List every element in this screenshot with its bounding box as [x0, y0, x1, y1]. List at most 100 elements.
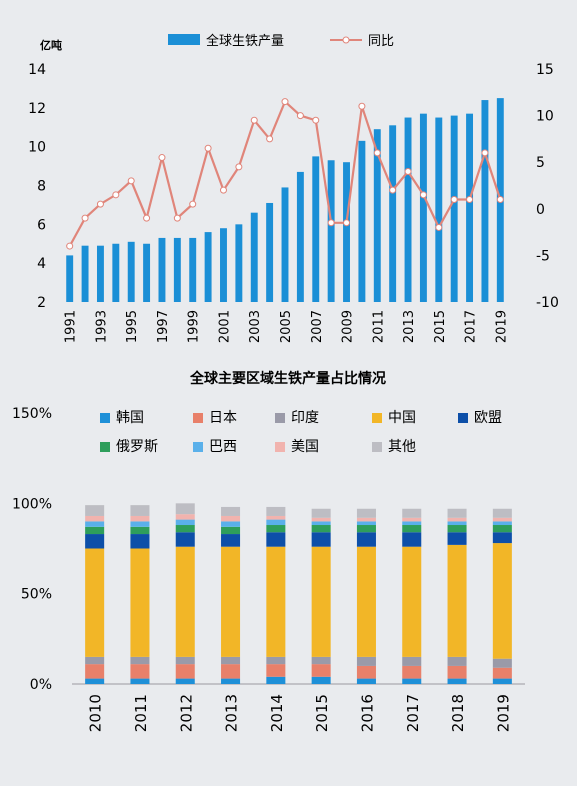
production-bar: [204, 232, 212, 302]
x-axis-tick: 1991: [64, 310, 79, 343]
stacked-segment: [85, 678, 105, 684]
production-bar: [327, 160, 335, 302]
legend-label: 中国: [388, 410, 416, 426]
right-axis-tick: 10: [536, 109, 554, 125]
left-axis-tick: 6: [37, 217, 46, 233]
stacked-segment: [492, 517, 512, 522]
stacked-segment: [311, 521, 331, 526]
stacked-segment: [356, 521, 376, 526]
stacked-segment: [221, 521, 241, 527]
stacked-segment: [402, 546, 422, 657]
stacked-segment: [221, 515, 241, 522]
x-axis-tick: 2015: [433, 310, 448, 343]
stacked-segment: [266, 656, 286, 665]
y-axis: 0% 50% 100% 150%: [12, 406, 52, 693]
stacked-segment: [85, 526, 105, 535]
y-axis-tick: 0%: [30, 677, 52, 693]
legend-swatch: [193, 413, 203, 423]
stacked-segment: [221, 546, 241, 657]
production-bar: [81, 245, 89, 302]
stacked-segment: [492, 508, 512, 518]
legend-label: 巴西: [209, 439, 237, 455]
x-axis-tick: 1999: [187, 310, 202, 343]
legend-label: 日本: [209, 410, 237, 426]
x-axis-tick: 2010: [87, 694, 105, 732]
stacked-segment: [447, 665, 467, 679]
yoy-point: [466, 195, 474, 203]
stacked-segment: [492, 532, 512, 544]
stacked-segment: [356, 546, 376, 657]
legend-label: 欧盟: [474, 410, 502, 426]
x-axis-tick: 2017: [464, 310, 479, 343]
stacked-segment: [402, 517, 422, 522]
stacked-segment: [266, 519, 286, 526]
yoy-point: [204, 144, 212, 152]
stacked-segment: [175, 678, 195, 684]
stacked-segment: [266, 676, 286, 684]
stacked-segment: [85, 534, 105, 549]
x-axis-tick: 2003: [248, 310, 263, 343]
stacked-segment: [85, 664, 105, 679]
stacked-segment: [492, 658, 512, 668]
yoy-point: [189, 200, 197, 208]
chart-title: 全球主要区域生铁产量占比情况: [189, 370, 386, 387]
right-axis-tick: 15: [536, 62, 554, 78]
stacked-segment: [266, 506, 286, 516]
yoy-point: [496, 195, 504, 203]
stacked-segment: [130, 534, 150, 549]
legend-swatch: [275, 442, 285, 452]
production-bar: [435, 117, 443, 303]
stacked-segment: [447, 678, 467, 684]
stacked-segment: [447, 656, 467, 666]
legend-label-bar: 全球生铁产量: [206, 33, 284, 49]
yoy-point: [404, 168, 412, 176]
yoy-point: [81, 214, 89, 222]
production-bar: [281, 187, 289, 302]
production-bar: [158, 237, 166, 302]
stacked-segment: [447, 517, 467, 522]
stacked-segment: [447, 508, 467, 518]
right-axis-tick: -5: [536, 248, 550, 264]
stacked-segment: [85, 515, 105, 522]
stacked-segment: [311, 546, 331, 657]
stacked-segment: [85, 656, 105, 665]
stacked-segment: [266, 546, 286, 657]
production-bar: [296, 171, 304, 302]
x-axis-tick: 1995: [125, 310, 140, 343]
stacked-segment: [447, 525, 467, 533]
legend-swatch: [458, 413, 468, 423]
y-axis-tick: 150%: [12, 406, 52, 422]
production-bar: [404, 117, 412, 303]
stacked-segment: [311, 508, 331, 518]
stacked-segment: [311, 517, 331, 522]
x-axis-tick: 2018: [449, 694, 467, 732]
yoy-line: [66, 98, 504, 250]
yoy-point: [435, 223, 443, 231]
stacked-segment: [492, 521, 512, 526]
stacked-segment: [130, 548, 150, 657]
right-axis-tick: -10: [536, 295, 559, 311]
production-bar: [220, 228, 227, 302]
x-axis-tick: 2016: [358, 694, 376, 732]
yoy-point: [481, 149, 489, 157]
stacked-segment: [221, 664, 241, 679]
stacked-segment: [356, 678, 376, 684]
production-bar: [312, 156, 320, 302]
x-axis-tick: 2005: [279, 310, 294, 343]
stacked-segment: [402, 508, 422, 518]
stacked-segment: [130, 515, 150, 522]
stacked-segment: [221, 506, 241, 516]
legend-swatch: [193, 442, 203, 452]
stacked-segment: [402, 656, 422, 666]
stacked-segment: [175, 503, 195, 515]
yoy-point: [419, 191, 427, 199]
production-bar: [173, 237, 181, 302]
x-axis-tick: 2011: [132, 694, 150, 732]
y-axis-tick: 100%: [12, 496, 52, 512]
x-axis-tick: 2007: [310, 310, 325, 343]
production-bar: [266, 202, 274, 302]
stacked-bars: [85, 503, 512, 684]
